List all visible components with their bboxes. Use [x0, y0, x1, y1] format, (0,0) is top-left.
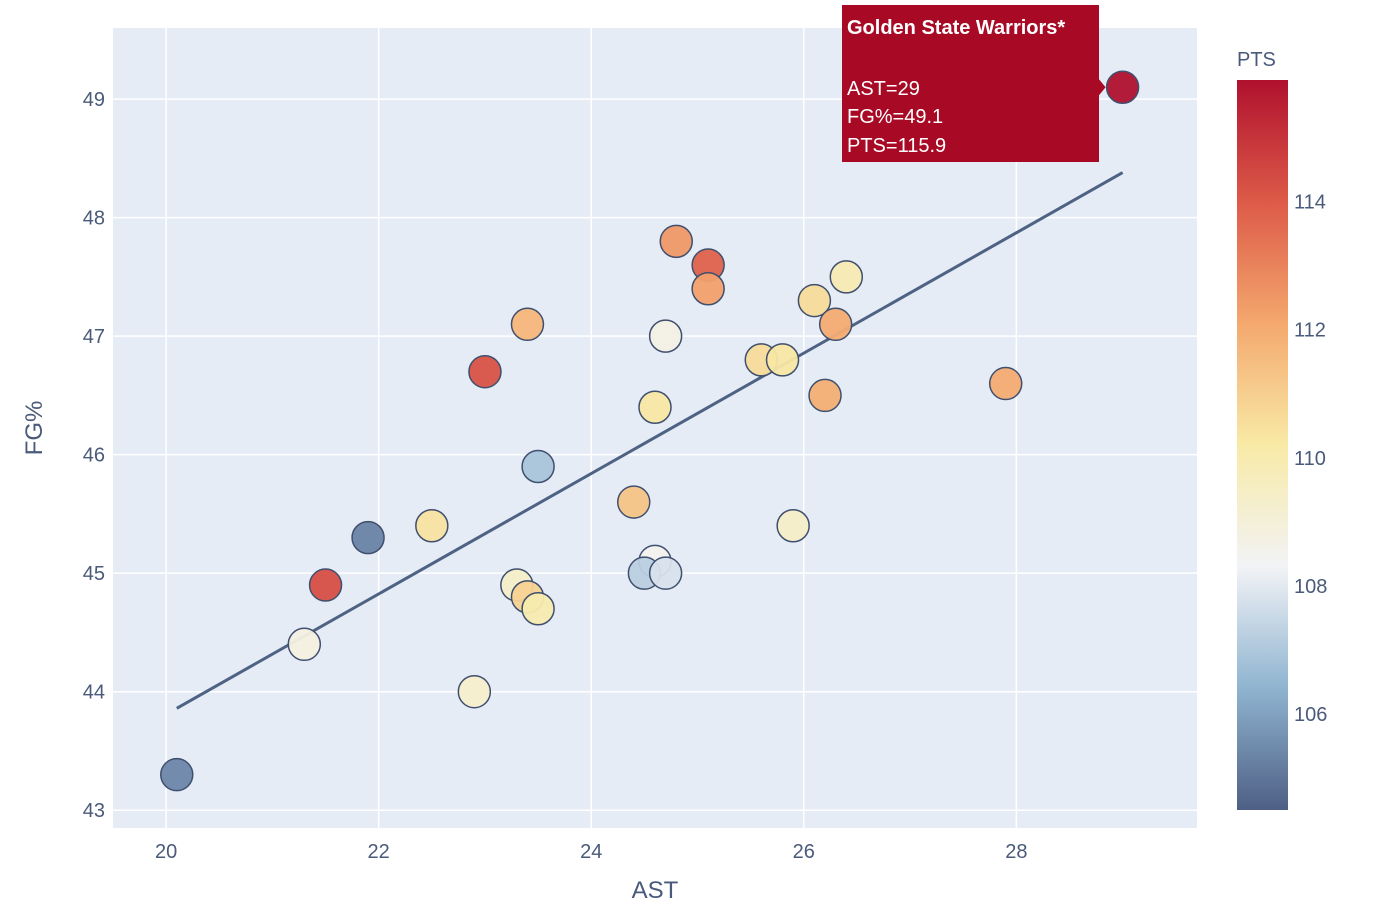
y-tick-label: 46 [83, 445, 105, 467]
x-axis-title: AST [632, 877, 679, 904]
scatter-point [287, 627, 322, 662]
y-tick-label: 48 [83, 208, 105, 230]
tooltip-fg: FG%=49.1 [847, 106, 943, 128]
scatter-point [521, 449, 555, 484]
scatter-point [829, 260, 864, 294]
scatter-point [797, 283, 832, 318]
scatter-point [510, 307, 545, 342]
scatter-point [616, 485, 651, 519]
colorbar-tick-label: 108 [1294, 576, 1327, 598]
hover-tooltip: Golden State Warriors* AST=29 FG%=49.1 P… [842, 5, 1106, 162]
colorbar-tick-label: 112 [1294, 320, 1326, 342]
colorbar-ticks: 106 108 110 112 114 [1294, 192, 1327, 726]
y-axis-ticks: 43 44 45 46 47 48 49 [83, 89, 105, 822]
scatter-point [659, 224, 694, 259]
x-tick-label: 28 [1005, 841, 1027, 863]
scatter-point [415, 509, 449, 543]
scatter-point [160, 757, 194, 792]
scatter-point [988, 366, 1023, 401]
colorbar-title: PTS [1237, 49, 1276, 71]
x-tick-label: 24 [580, 841, 602, 863]
y-tick-label: 44 [83, 682, 105, 704]
x-tick-label: 26 [793, 841, 815, 863]
trendline-layer [176, 171, 1124, 710]
scatter-point [648, 556, 683, 590]
scatter-point [521, 591, 555, 626]
tooltip-team: Golden State Warriors* [847, 17, 1065, 39]
scatter-point [691, 271, 725, 306]
x-tick-label: 20 [155, 841, 177, 863]
scatter-point [1105, 70, 1140, 105]
tooltip-ast: AST=29 [847, 78, 920, 100]
y-tick-label: 43 [83, 800, 105, 822]
tooltip-pts: PTS=115.9 [847, 135, 946, 157]
x-axis-ticks: 20 22 24 26 28 [155, 841, 1027, 863]
y-tick-label: 49 [83, 89, 105, 111]
scatter-point [776, 509, 810, 543]
scatter-point [351, 520, 385, 555]
scatter-point [765, 343, 800, 377]
scatter-point [638, 390, 672, 425]
scatter-point [808, 378, 842, 413]
scatter-point [457, 674, 492, 709]
y-axis-title: FG% [21, 401, 48, 456]
colorbar-tick-label: 114 [1294, 192, 1326, 214]
y-tick-label: 45 [83, 563, 105, 585]
scatter-point [308, 568, 343, 602]
colorbar: PTS 106 108 110 112 114 [1237, 49, 1327, 810]
x-tick-label: 22 [368, 841, 390, 863]
scatter-point [818, 307, 853, 342]
colorbar-tick-label: 106 [1294, 704, 1327, 726]
colorbar-tick-label: 110 [1294, 448, 1326, 470]
points-layer [160, 70, 1140, 792]
scatter-point [468, 354, 502, 389]
scatter-point [648, 319, 683, 353]
colorbar-scale [1237, 80, 1288, 810]
tooltip-box [842, 5, 1106, 162]
y-tick-label: 47 [83, 326, 105, 348]
trendline [176, 171, 1124, 710]
